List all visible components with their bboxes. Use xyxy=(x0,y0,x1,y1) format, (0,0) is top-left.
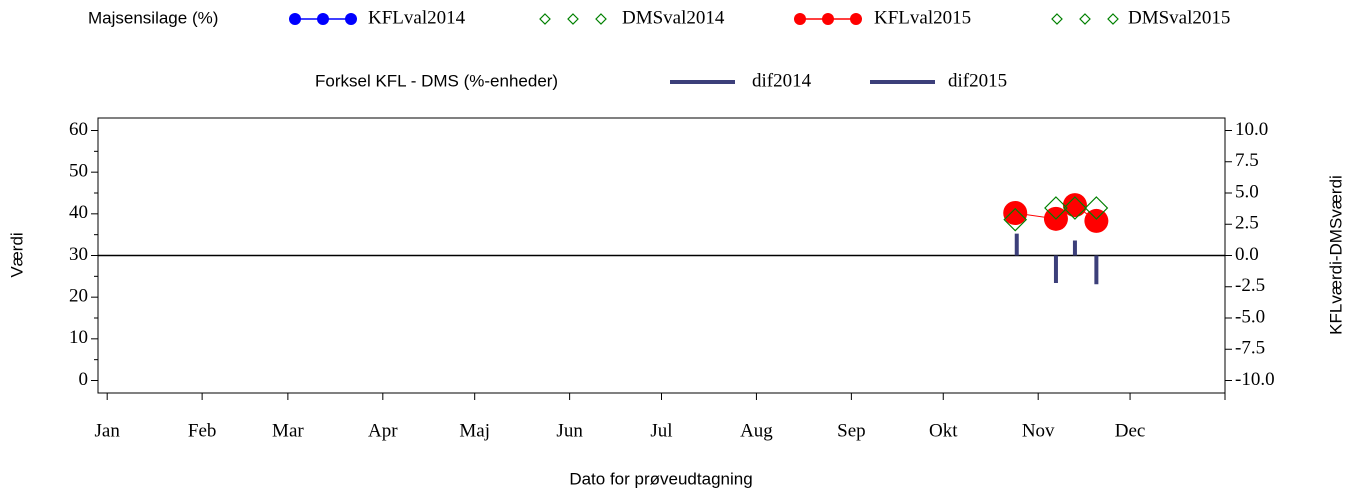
legend-marker xyxy=(822,13,834,25)
x-tick-label: Apr xyxy=(368,420,398,441)
y2-tick-label: 2.5 xyxy=(1235,213,1259,234)
legend-marker xyxy=(1079,13,1091,25)
legend-label: dif2014 xyxy=(752,70,812,91)
legend-label: DMSval2014 xyxy=(622,7,725,28)
legend-label: KFLval2015 xyxy=(874,7,971,28)
legend-item: DMSval2014 xyxy=(539,7,725,28)
y-tick-label: 20 xyxy=(69,286,88,307)
point xyxy=(1003,201,1028,225)
legend-marker xyxy=(539,13,551,25)
y-tick-label: 60 xyxy=(69,119,88,140)
legend-label: DMSval2015 xyxy=(1128,7,1230,28)
legend-item: dif2015 xyxy=(870,70,1007,91)
x-tick-label: Maj xyxy=(459,420,490,441)
x-tick-label: Jun xyxy=(556,420,583,441)
y-tick-label: 40 xyxy=(69,202,88,223)
legend-title: Forksel KFL - DMS (%-enheder) xyxy=(315,71,558,90)
point xyxy=(1063,196,1087,220)
x-tick-label: Dec xyxy=(1115,420,1146,441)
legend-marker xyxy=(567,13,579,25)
x-axis-label: Dato for prøveudtagning xyxy=(569,469,752,488)
x-tick-label: Feb xyxy=(188,420,217,441)
point xyxy=(1062,193,1087,218)
y-tick-label: 30 xyxy=(69,244,88,265)
point xyxy=(1084,196,1109,220)
point xyxy=(1003,207,1028,232)
y-tick-label: 10 xyxy=(69,327,88,348)
legend-marker xyxy=(794,13,806,25)
point xyxy=(1044,196,1068,220)
legend-title: Majsensilage (%) xyxy=(88,8,218,27)
y2-tick-label: -2.5 xyxy=(1235,275,1265,296)
legend-marker xyxy=(850,13,862,25)
x-tick-label: Sep xyxy=(837,420,866,441)
y-tick-label: 50 xyxy=(69,161,88,182)
legend-marker xyxy=(317,13,329,25)
x-tick-label: Aug xyxy=(740,420,773,441)
legend-label: KFLval2014 xyxy=(368,7,466,28)
x-tick-label: Nov xyxy=(1022,420,1055,441)
legend-item: KFLval2015 xyxy=(794,7,971,28)
y-tick-label: 0 xyxy=(79,369,89,390)
y2-tick-label: -10.0 xyxy=(1235,369,1275,390)
x-tick-label: Jul xyxy=(650,420,672,441)
y2-tick-label: -7.5 xyxy=(1235,338,1265,359)
legend-marker xyxy=(289,13,301,25)
y2-tick-label: 0.0 xyxy=(1235,244,1259,265)
legend-item: DMSval2015 xyxy=(1051,7,1230,28)
x-tick-label: Jan xyxy=(95,420,121,441)
legend-marker xyxy=(1051,13,1063,25)
legend-marker xyxy=(345,13,357,25)
y-axis-label: Værdi xyxy=(7,232,26,277)
x-tick-label: Mar xyxy=(272,420,304,441)
legend-label: dif2015 xyxy=(948,70,1007,91)
legend-item: KFLval2014 xyxy=(289,7,466,28)
y2-tick-label: 5.0 xyxy=(1235,181,1259,202)
y2-tick-label: -5.0 xyxy=(1235,306,1265,327)
legend-marker xyxy=(595,13,607,25)
legend-item: dif2014 xyxy=(670,70,812,91)
point xyxy=(1084,208,1109,233)
x-tick-label: Okt xyxy=(929,420,958,441)
y2-tick-label: 7.5 xyxy=(1235,150,1259,171)
legend-marker xyxy=(1107,13,1119,25)
y2-axis-label: KFLværdi-DMSværdi xyxy=(1326,175,1345,335)
y2-tick-label: 10.0 xyxy=(1235,119,1268,140)
